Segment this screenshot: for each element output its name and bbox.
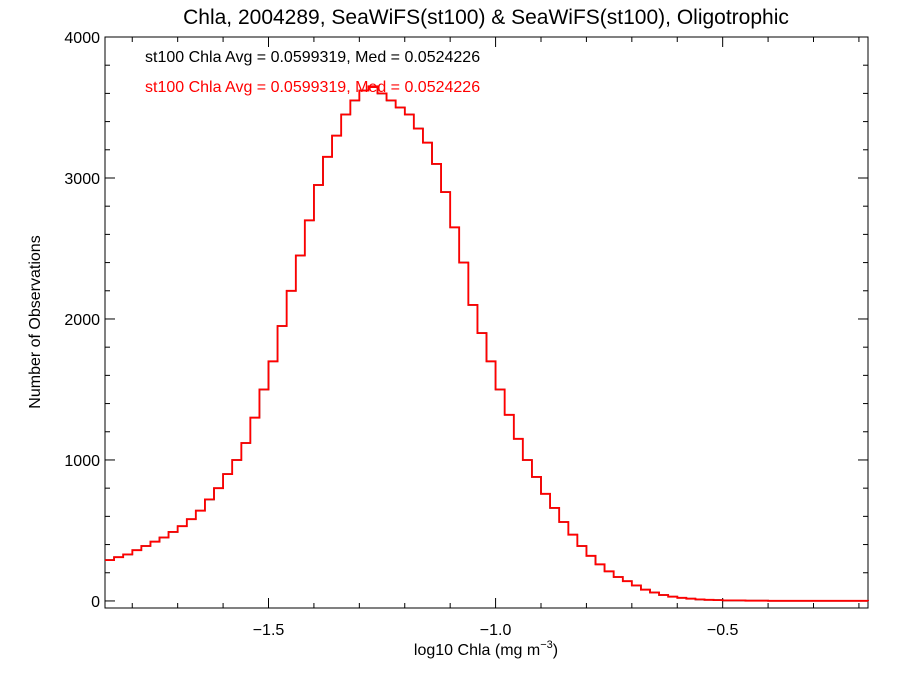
- x-tick-label: −1.5: [253, 622, 285, 639]
- x-tick-label: −1.0: [480, 622, 512, 639]
- x-axis-label-exponent: −3: [540, 639, 553, 651]
- x-tick-label: −0.5: [707, 622, 739, 639]
- y-tick-label: 1000: [64, 453, 100, 470]
- chart-title: Chla, 2004289, SeaWiFS(st100) & SeaWiFS(…: [183, 6, 789, 29]
- y-axis-label: Number of Observations: [27, 235, 44, 408]
- y-axis-ticks: 0 1000 2000 3000 4000: [64, 30, 868, 611]
- y-tick-label: 0: [91, 594, 100, 611]
- x-axis-ticks: −1.5 −1.0 −0.5: [131, 37, 860, 639]
- x-axis-label: log10 Chla (mg m−3): [414, 639, 558, 659]
- histogram-series-1: [105, 85, 869, 602]
- x-axis-label-base: log10 Chla (mg m: [414, 642, 540, 659]
- annotation-red: st100 Chla Avg = 0.0599319, Med = 0.0524…: [145, 79, 480, 96]
- y-tick-label: 2000: [64, 312, 100, 329]
- series-layer: [105, 85, 869, 602]
- y-tick-label: 3000: [64, 171, 100, 188]
- annotation-black: st100 Chla Avg = 0.0599319, Med = 0.0524…: [145, 49, 480, 66]
- plot-frame: [104, 36, 869, 609]
- x-axis-label-close: ): [553, 642, 558, 659]
- y-tick-label: 4000: [64, 30, 100, 47]
